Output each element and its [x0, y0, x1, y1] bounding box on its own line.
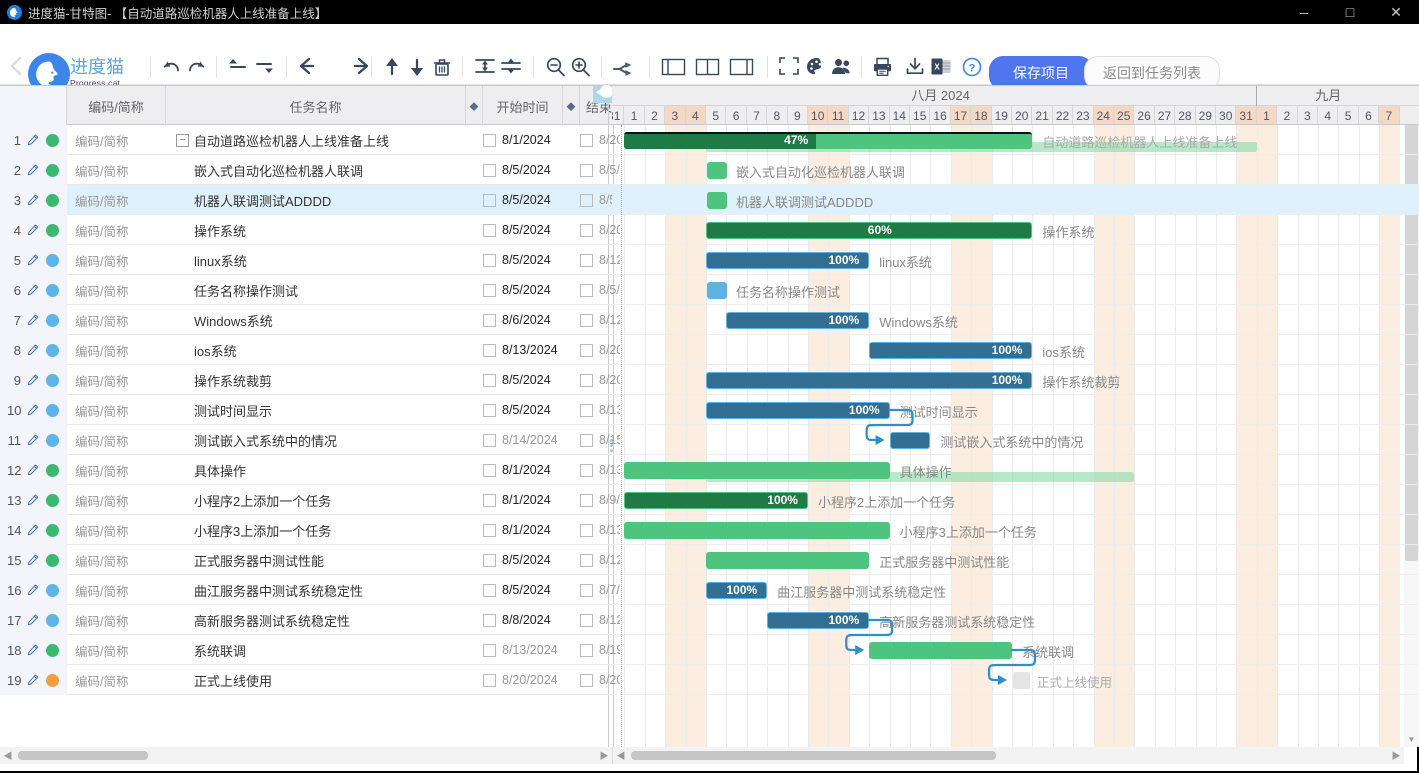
svg-text:?: ?	[969, 63, 976, 75]
svg-text:X: X	[934, 63, 940, 72]
